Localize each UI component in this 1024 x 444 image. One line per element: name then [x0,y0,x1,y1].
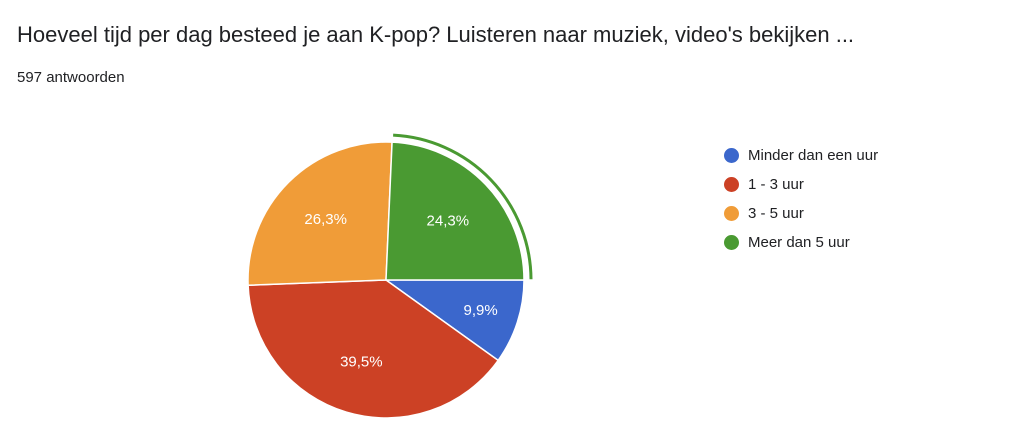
legend-label: Minder dan een uur [748,147,879,164]
legend-swatch-icon [724,206,739,221]
legend-swatch-icon [724,177,739,192]
slice-data-label: 39,5% [340,353,383,370]
slice-data-label: 24,3% [427,212,470,229]
pie-slice-1-3-uur[interactable] [247,279,500,419]
question-title: Hoeveel tijd per dag besteed je aan K-po… [17,22,855,47]
response-count: 597 antwoorden [17,69,125,86]
pie-slice-3-5-uur[interactable] [247,141,393,286]
legend-swatch-icon [724,148,739,163]
slice-data-label: 26,3% [304,211,347,228]
legend-item-minder-dan-een-uur[interactable]: Minder dan een uur [724,141,878,170]
legend-label: 3 - 5 uur [748,205,804,222]
legend-item-1-3-uur[interactable]: 1 - 3 uur [724,170,878,199]
legend-item-3-5-uur[interactable]: 3 - 5 uur [724,199,878,228]
legend-swatch-icon [724,235,739,250]
slice-data-label: 9,9% [463,302,497,319]
chart-legend: Minder dan een uur 1 - 3 uur 3 - 5 uur Meer… [724,141,878,257]
pie-slice-highlight-ring [393,133,533,280]
legend-label: Meer dan 5 uur [748,234,850,251]
pie-slice-minder-dan-een-uur[interactable] [383,279,525,362]
pie-slice-meer-dan-5-uur[interactable] [385,141,525,281]
legend-item-meer-dan-5-uur[interactable]: Meer dan 5 uur [724,228,878,257]
legend-label: 1 - 3 uur [748,176,804,193]
